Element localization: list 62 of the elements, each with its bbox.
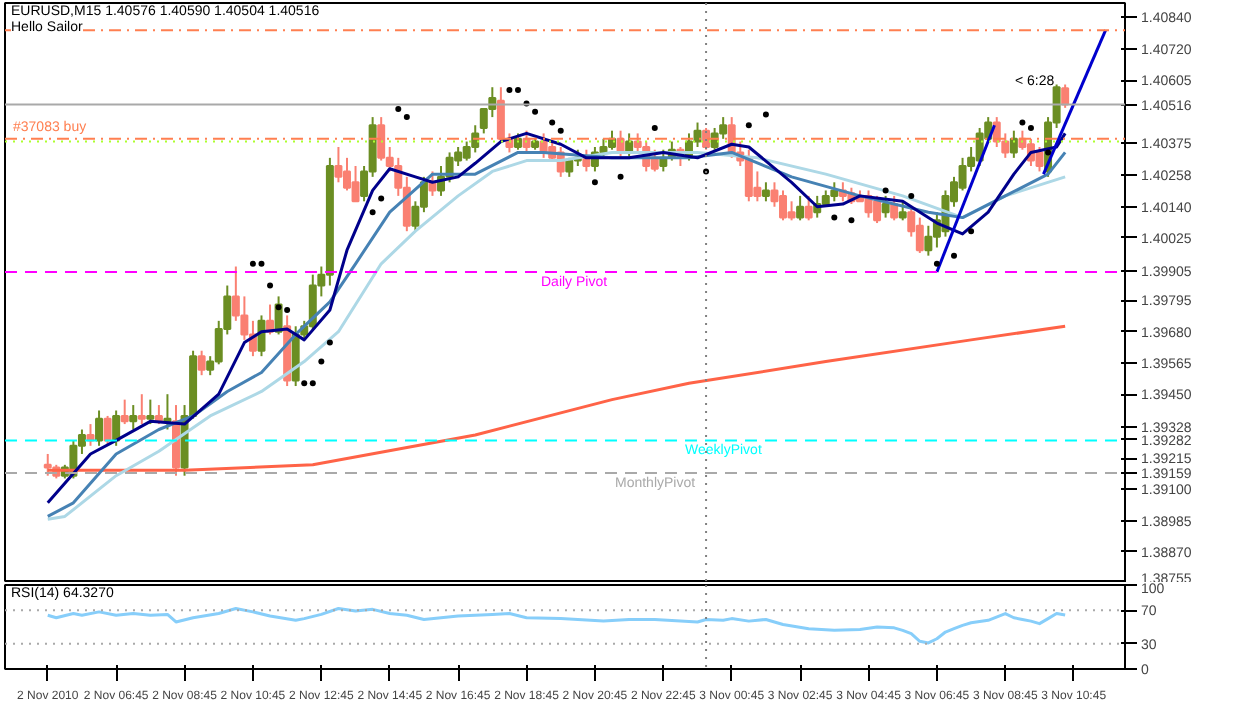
point — [1027, 124, 1034, 131]
candlestick — [103, 414, 112, 447]
candlestick — [257, 314, 266, 358]
point — [249, 260, 256, 267]
point — [369, 209, 376, 216]
point — [378, 195, 385, 202]
candlestick — [1061, 83, 1070, 109]
point — [831, 214, 838, 221]
point — [403, 114, 410, 121]
point — [933, 260, 940, 267]
point — [651, 124, 658, 131]
candlestick — [924, 224, 933, 257]
point — [267, 282, 274, 289]
candlestick — [137, 393, 146, 426]
point — [258, 260, 265, 267]
candlestick — [787, 200, 796, 222]
point — [1045, 149, 1052, 156]
line-series — [46, 324, 1067, 472]
point — [549, 119, 556, 126]
point — [848, 217, 855, 224]
candlestick — [197, 349, 206, 377]
point — [284, 306, 291, 313]
point — [908, 192, 915, 199]
candlestick — [129, 404, 138, 431]
candlestick — [804, 194, 813, 222]
candlestick — [1009, 129, 1018, 159]
point — [951, 252, 958, 259]
point — [326, 339, 333, 346]
point — [745, 122, 752, 129]
candlestick — [112, 409, 121, 447]
point — [557, 127, 564, 134]
candlestick — [796, 194, 805, 222]
candlestick — [744, 148, 753, 203]
candlestick — [146, 398, 155, 426]
candlestick — [43, 452, 52, 477]
point — [506, 86, 513, 93]
point — [1019, 119, 1026, 126]
candlestick — [334, 145, 343, 184]
candlestick — [873, 194, 882, 225]
point — [275, 304, 282, 311]
line-series — [46, 607, 1067, 645]
point — [591, 179, 598, 186]
point — [532, 108, 539, 115]
candlestick — [915, 216, 924, 254]
point — [301, 380, 308, 387]
point — [968, 228, 975, 235]
point — [514, 86, 521, 93]
point — [762, 111, 769, 118]
candlestick — [351, 165, 360, 203]
candlestick — [830, 181, 839, 203]
candlestick — [761, 181, 770, 203]
candlestick — [377, 116, 386, 162]
point — [617, 173, 624, 180]
point — [882, 187, 889, 194]
candlestick — [120, 398, 129, 426]
point — [395, 105, 402, 112]
point — [309, 380, 316, 387]
candlestick — [95, 409, 104, 447]
candlestick — [693, 121, 702, 148]
point — [318, 358, 325, 365]
candlestick — [898, 200, 907, 222]
candlestick — [471, 124, 480, 154]
